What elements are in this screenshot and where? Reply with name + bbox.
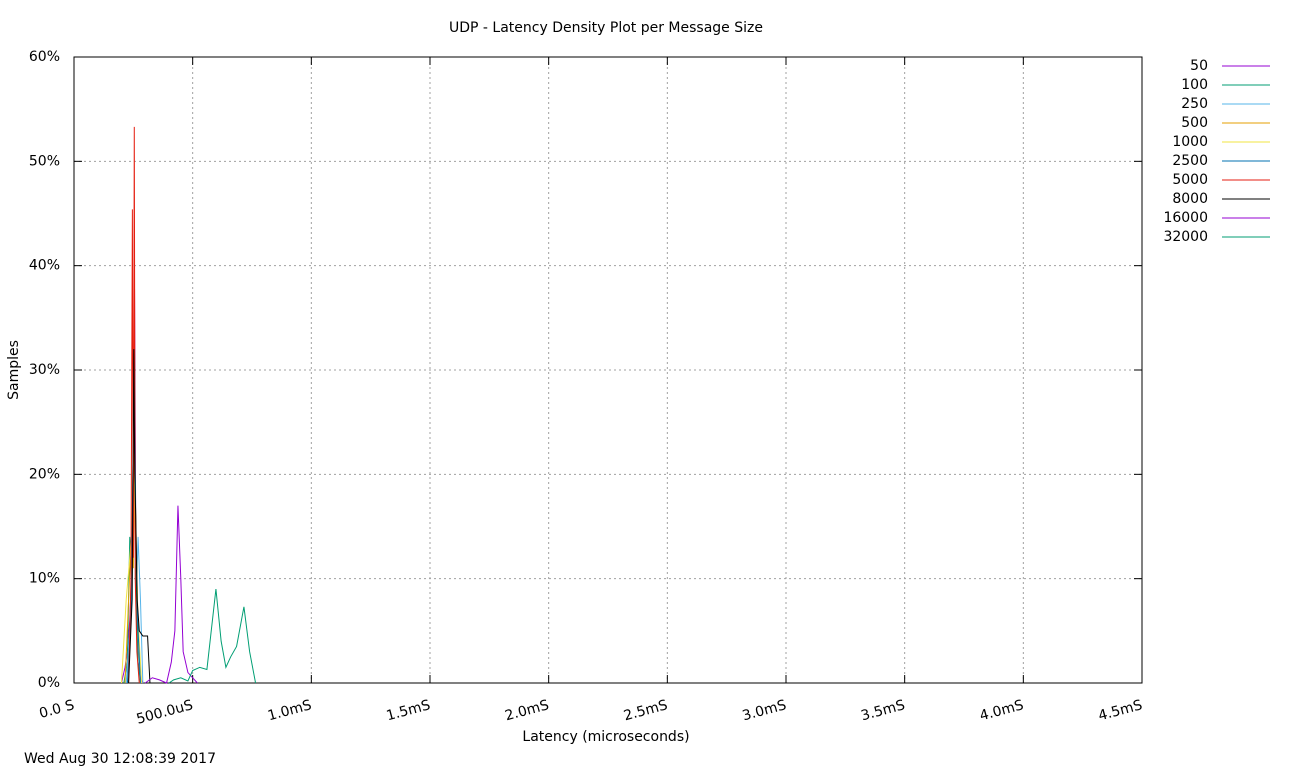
x-axis-label: Latency (microseconds) bbox=[522, 729, 689, 745]
legend-label: 16000 bbox=[1163, 210, 1208, 226]
y-tick-label: 20% bbox=[29, 466, 60, 482]
x-tick-label: 4.5mS bbox=[1097, 697, 1145, 724]
y-tick-label: 40% bbox=[29, 258, 60, 274]
legend-label: 8000 bbox=[1172, 191, 1208, 207]
series-line bbox=[144, 505, 198, 684]
y-axis-label: Samples bbox=[6, 340, 22, 400]
x-tick-label: 500.0uS bbox=[135, 697, 195, 727]
x-tick-label: 0.0 S bbox=[38, 697, 77, 722]
footer: Wed Aug 30 12:08:39 2017 bbox=[24, 751, 216, 767]
plot-frame bbox=[73, 56, 1143, 684]
x-tick-label: 3.0mS bbox=[741, 697, 789, 724]
legend-label: 32000 bbox=[1163, 229, 1208, 245]
legend-label: 250 bbox=[1181, 96, 1208, 112]
y-tick-label: 30% bbox=[29, 362, 60, 378]
legend-label: 100 bbox=[1181, 77, 1208, 93]
chart-title: UDP - Latency Density Plot per Message S… bbox=[449, 20, 763, 36]
series-line bbox=[168, 589, 257, 684]
y-tick-label: 0% bbox=[38, 675, 60, 691]
x-tick-label: 3.5mS bbox=[859, 697, 907, 724]
x-tick-label: 2.0mS bbox=[503, 697, 551, 724]
y-tick-label: 10% bbox=[29, 571, 60, 587]
legend-label: 50 bbox=[1190, 58, 1208, 74]
x-tick-label: 1.0mS bbox=[266, 697, 314, 724]
x-tick-label: 1.5mS bbox=[385, 697, 433, 724]
x-tick-label: 4.0mS bbox=[978, 697, 1026, 724]
legend-label: 2500 bbox=[1172, 153, 1208, 169]
y-tick-label: 50% bbox=[29, 153, 60, 169]
y-tick-label: 60% bbox=[29, 49, 60, 65]
x-tick-label: 2.5mS bbox=[622, 697, 670, 724]
legend-label: 500 bbox=[1181, 115, 1208, 131]
series-line bbox=[128, 349, 151, 684]
legend-label: 1000 bbox=[1172, 134, 1208, 150]
legend-label: 5000 bbox=[1172, 172, 1208, 188]
series-line bbox=[128, 126, 140, 684]
